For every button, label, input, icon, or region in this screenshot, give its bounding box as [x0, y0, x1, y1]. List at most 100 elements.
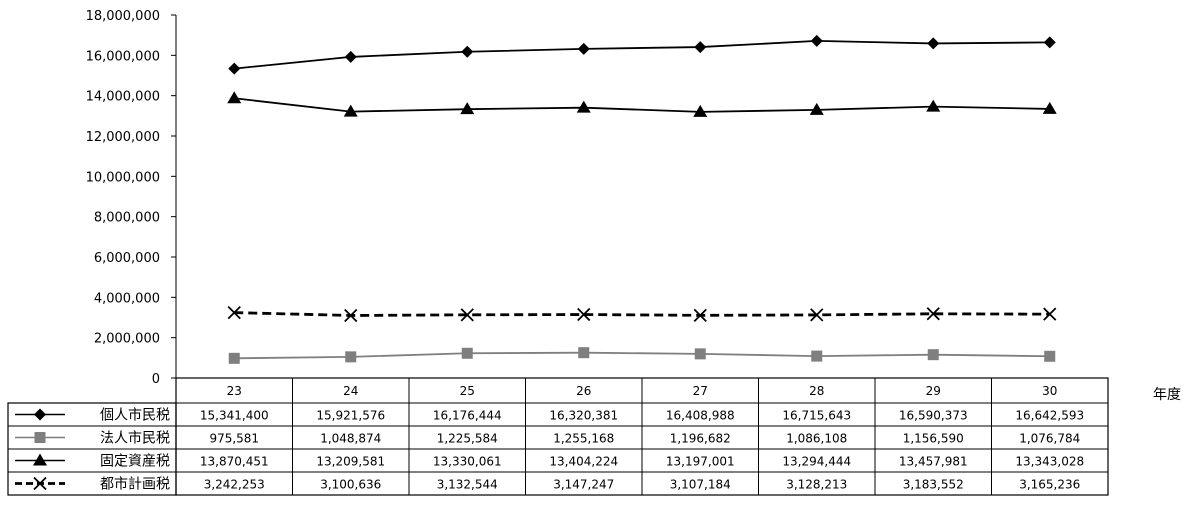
series-3-point	[693, 104, 708, 117]
y-tick-label: 18,000,000	[86, 9, 160, 24]
series-3-value-label: 13,870,451	[200, 455, 269, 469]
marker-stroke	[460, 308, 474, 322]
series-3-point	[343, 104, 358, 117]
series-3-value-label: 13,343,028	[1015, 455, 1084, 469]
series-1-value-label: 15,921,576	[316, 409, 385, 423]
series-4-point	[1043, 307, 1057, 321]
series-4-value-label: 3,100,636	[320, 478, 381, 492]
series-1-value-label: 16,320,381	[549, 409, 618, 423]
series-2-value-label: 1,225,584	[437, 432, 498, 446]
y-tick-label: 0	[152, 372, 160, 387]
series-2-point	[927, 349, 939, 361]
series-2-value-label: 1,255,168	[553, 432, 614, 446]
series-1-value-label: 16,176,444	[433, 409, 502, 423]
marker-stroke	[227, 305, 241, 320]
series-3-legend-marker	[33, 453, 47, 466]
series-3-line	[234, 97, 1050, 113]
y-tick-label: 10,000,000	[86, 170, 160, 185]
series-3-value-label: 13,197,001	[666, 455, 735, 469]
series-2-value-label: 1,156,590	[903, 432, 964, 446]
marker-stroke	[344, 308, 358, 323]
series-1-line	[234, 40, 1050, 70]
y-tick-label: 16,000,000	[86, 49, 160, 64]
series-3-point	[926, 99, 941, 112]
series-1-point	[1043, 36, 1056, 49]
series-4-line	[234, 311, 1050, 317]
x-axis-unit-label: 年度	[1153, 387, 1181, 403]
series-3-point	[809, 102, 824, 115]
series-4-point	[577, 307, 591, 322]
x-tick-label: 28	[809, 384, 824, 398]
x-tick-label: 26	[576, 384, 591, 398]
series-4-name: 都市計画税	[100, 476, 170, 493]
x-tick-label: 29	[926, 384, 941, 398]
plot-area	[227, 34, 1057, 364]
series-2-point	[345, 351, 357, 363]
marker-stroke	[693, 308, 707, 322]
series-4-value-label: 3,128,213	[786, 478, 847, 492]
series-3-value-label: 13,404,224	[549, 455, 618, 469]
series-1-value-label: 16,408,988	[666, 409, 735, 423]
y-tick-label: 4,000,000	[94, 291, 160, 306]
series-2-line	[234, 351, 1050, 360]
marker-stroke	[810, 308, 824, 322]
series-3-point	[1042, 101, 1057, 114]
x-tick-label: 25	[460, 384, 475, 398]
series-1-value-label: 16,642,593	[1015, 409, 1084, 423]
x-tick-label: 27	[693, 384, 708, 398]
series-3-point	[227, 91, 242, 104]
series-2-point	[578, 347, 590, 359]
y-tick-label: 8,000,000	[94, 211, 160, 226]
series-4-value-label: 3,165,236	[1019, 478, 1080, 492]
series-2-value-label: 1,086,108	[786, 432, 847, 446]
series-4-point	[693, 308, 707, 322]
series-2-point	[228, 352, 240, 364]
x-tick-label: 24	[343, 384, 358, 398]
y-axis: 0 2,000,000 4,000,000 6,000,000 8,000,000 10,…	[86, 9, 177, 387]
series-3-value-label: 13,294,444	[782, 455, 851, 469]
series-4-legend-marker	[33, 476, 47, 491]
marker-stroke	[926, 307, 940, 321]
series-2-value-label: 1,076,784	[1019, 432, 1080, 446]
series-4-value-label: 3,132,544	[437, 478, 498, 492]
marker-stroke	[577, 307, 591, 322]
series-3-point	[460, 102, 475, 115]
x-tick-label: 23	[227, 384, 242, 398]
series-4-value-label: 3,107,184	[670, 478, 731, 492]
y-tick-label: 6,000,000	[94, 251, 160, 266]
series-4-point	[344, 308, 358, 323]
series-1-point	[344, 50, 357, 63]
series-3-value-label: 13,330,061	[433, 455, 502, 469]
series-2-name: 法人市民税	[100, 430, 170, 447]
y-tick-label: 14,000,000	[86, 90, 160, 105]
series-2-value-label: 1,048,874	[320, 432, 381, 446]
series-1-point	[577, 42, 590, 55]
series-3-value-label: 13,209,581	[316, 455, 385, 469]
series-1-value-label: 16,715,643	[782, 409, 851, 423]
series-1-value-label: 15,341,400	[200, 409, 269, 423]
series-3-point	[576, 100, 591, 113]
series-4-point	[810, 308, 824, 322]
series-1-point	[228, 62, 241, 75]
series-2-value-label: 1,196,682	[670, 432, 731, 446]
series-4-value-label: 3,147,247	[553, 478, 614, 492]
series-2-legend-marker	[34, 432, 46, 443]
series-2-point	[1044, 350, 1056, 362]
series-3-name: 固定資産税	[100, 454, 170, 470]
marker-stroke	[33, 476, 47, 491]
x-tick-label: 30	[1042, 384, 1057, 398]
series-1-point	[810, 34, 823, 47]
series-4-point	[460, 308, 474, 322]
series-2-point	[694, 348, 706, 360]
marker-stroke	[1043, 307, 1057, 321]
series-2-value-label: 975,581	[209, 432, 259, 446]
data-table: 23 24 25 26 27 28 29 30 個人市民税 15,341,400 15,921,57…	[7, 377, 1109, 496]
series-4-value-label: 3,183,552	[903, 478, 964, 492]
y-tick-label: 2,000,000	[94, 332, 160, 347]
series-4-point	[227, 305, 241, 320]
series-1-legend-marker	[34, 408, 46, 421]
series-1-name: 個人市民税	[100, 407, 170, 424]
series-4-value-label: 3,242,253	[204, 478, 265, 492]
series-1-point	[461, 45, 474, 58]
